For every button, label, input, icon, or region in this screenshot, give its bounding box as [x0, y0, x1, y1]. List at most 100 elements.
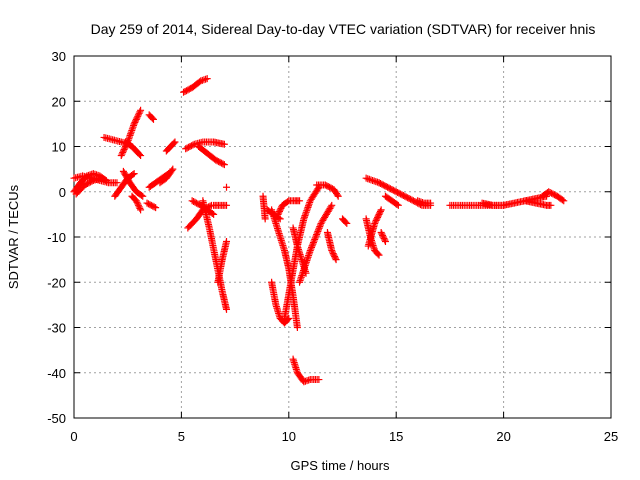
data-point — [342, 218, 350, 226]
data-point — [377, 206, 385, 214]
y-tick-label: -50 — [47, 411, 66, 426]
data-point — [132, 117, 140, 125]
data-point — [374, 213, 382, 221]
data-point — [118, 150, 126, 158]
data-point — [113, 179, 121, 187]
data-point — [120, 146, 128, 154]
data-point — [117, 152, 125, 160]
x-tick-label: 15 — [389, 429, 403, 444]
data-point — [312, 232, 320, 240]
data-point — [330, 251, 338, 259]
data-point — [276, 206, 284, 214]
data-point — [296, 197, 304, 205]
data-point — [275, 207, 283, 215]
data-point — [328, 201, 336, 209]
data-point — [131, 118, 139, 126]
y-tick-label: 0 — [59, 185, 66, 200]
data-point — [137, 106, 145, 114]
data-point — [148, 114, 156, 122]
data-point — [375, 251, 383, 259]
data-point — [133, 198, 141, 206]
data-point — [119, 149, 127, 157]
data-point — [168, 166, 176, 174]
y-tick-label: -10 — [47, 230, 66, 245]
data-point — [343, 219, 351, 227]
data-point — [293, 324, 301, 331]
data-point — [373, 215, 381, 223]
data-point — [313, 229, 321, 237]
data-point — [314, 227, 322, 235]
data-point — [136, 108, 144, 116]
data-point — [134, 112, 142, 120]
data-point — [328, 248, 336, 256]
data-point — [558, 196, 566, 204]
data-point — [132, 197, 140, 205]
data-point — [372, 216, 380, 224]
data-point — [381, 238, 389, 246]
data-point — [315, 376, 323, 384]
data-point — [210, 210, 218, 218]
data-point — [189, 141, 197, 149]
data-point — [149, 115, 157, 123]
data-point — [261, 215, 269, 223]
data-point — [306, 247, 314, 255]
data-point — [371, 218, 379, 226]
data-point — [315, 224, 323, 232]
data-point — [331, 254, 339, 262]
data-point — [130, 120, 138, 128]
data-point — [223, 201, 231, 209]
grid-lines — [74, 56, 611, 418]
data-point — [374, 212, 382, 220]
data-point — [327, 203, 335, 211]
data-point — [203, 75, 211, 83]
data-point — [136, 204, 144, 212]
data-point — [134, 201, 142, 209]
y-tick-label: -30 — [47, 321, 66, 336]
data-point — [121, 144, 129, 152]
data-point — [223, 183, 231, 191]
data-point — [379, 233, 387, 241]
data-point — [376, 209, 384, 217]
data-point — [308, 242, 316, 250]
data-point — [314, 226, 322, 234]
data-point — [379, 231, 387, 239]
data-point — [310, 237, 318, 245]
data-point — [135, 109, 143, 117]
data-point — [133, 114, 141, 122]
data-point — [547, 201, 555, 209]
data-point — [276, 215, 284, 223]
data-point — [393, 200, 401, 208]
data-point — [223, 305, 231, 313]
data-point — [311, 234, 319, 242]
data-point — [332, 256, 340, 264]
data-point — [377, 228, 385, 236]
data-point — [309, 240, 317, 248]
data-point — [150, 203, 158, 211]
data-point — [307, 245, 315, 253]
x-tick-label: 20 — [496, 429, 510, 444]
data-point — [220, 161, 228, 169]
data-point — [219, 160, 227, 168]
data-point — [374, 250, 382, 258]
data-point — [136, 150, 144, 158]
data-point — [313, 231, 321, 239]
data-point — [137, 191, 145, 199]
data-point — [378, 230, 386, 238]
data-point — [334, 192, 342, 200]
data-point — [277, 204, 285, 212]
data-point — [380, 235, 388, 243]
x-tick-label: 5 — [178, 429, 185, 444]
data-point — [316, 221, 324, 229]
y-tick-label: -20 — [47, 275, 66, 290]
data-point — [208, 209, 216, 217]
data-point — [560, 197, 568, 205]
data-point — [316, 223, 324, 231]
data-point — [135, 203, 143, 211]
data-point — [331, 253, 339, 261]
chart-title: Day 259 of 2014, Sidereal Day-to-day VTE… — [91, 21, 596, 37]
x-axis-label: GPS time / hours — [291, 458, 390, 473]
y-tick-label: -40 — [47, 366, 66, 381]
x-tick-label: 0 — [70, 429, 77, 444]
data-point — [275, 209, 283, 217]
